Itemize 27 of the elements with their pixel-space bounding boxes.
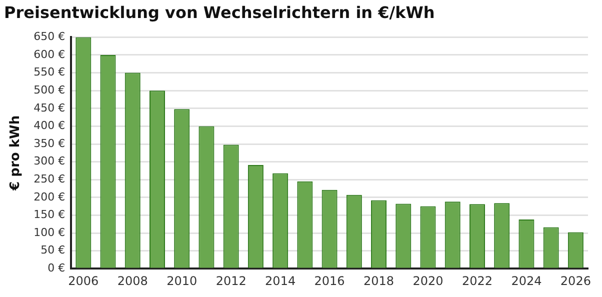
y-tick-label: 100 € [34,226,66,239]
y-tick-label: 400 € [34,119,66,132]
x-tick-label: 2026 [560,274,591,288]
y-axis-title: € pro kWh [8,115,24,192]
x-tick-label: 2018 [364,274,394,288]
y-tick-label: 300 € [34,154,66,168]
x-tick-label: 2006 [68,274,99,288]
x-tick-label: 2022 [462,274,493,288]
x-tick-label: 2020 [412,274,444,288]
x-tick-label: 2024 [511,274,542,288]
y-tick-label: 550 € [34,66,66,79]
x-tick-label: 2012 [216,274,246,288]
y-tick-label: 650 € [34,30,66,44]
y-tick-label: 50 € [40,244,66,257]
y-tick-label: 200 € [34,190,66,204]
chart-title: Preisentwicklung von Wechselrichtern in €/kWh [4,2,435,22]
x-tick-label: 2014 [265,274,296,288]
y-tick-label: 0 € [48,261,66,274]
y-tick-label: 350 € [34,136,66,150]
y-tick-label: 600 € [34,48,66,61]
x-tick-label: 2010 [166,274,198,288]
y-tick-label: 450 € [34,101,66,114]
x-tick-label: 2016 [314,274,345,288]
x-tick-label: 2008 [117,274,148,288]
y-tick-label: 150 € [34,208,66,222]
y-tick-label: 500 € [34,83,66,96]
y-tick-label: 250 € [34,172,66,186]
